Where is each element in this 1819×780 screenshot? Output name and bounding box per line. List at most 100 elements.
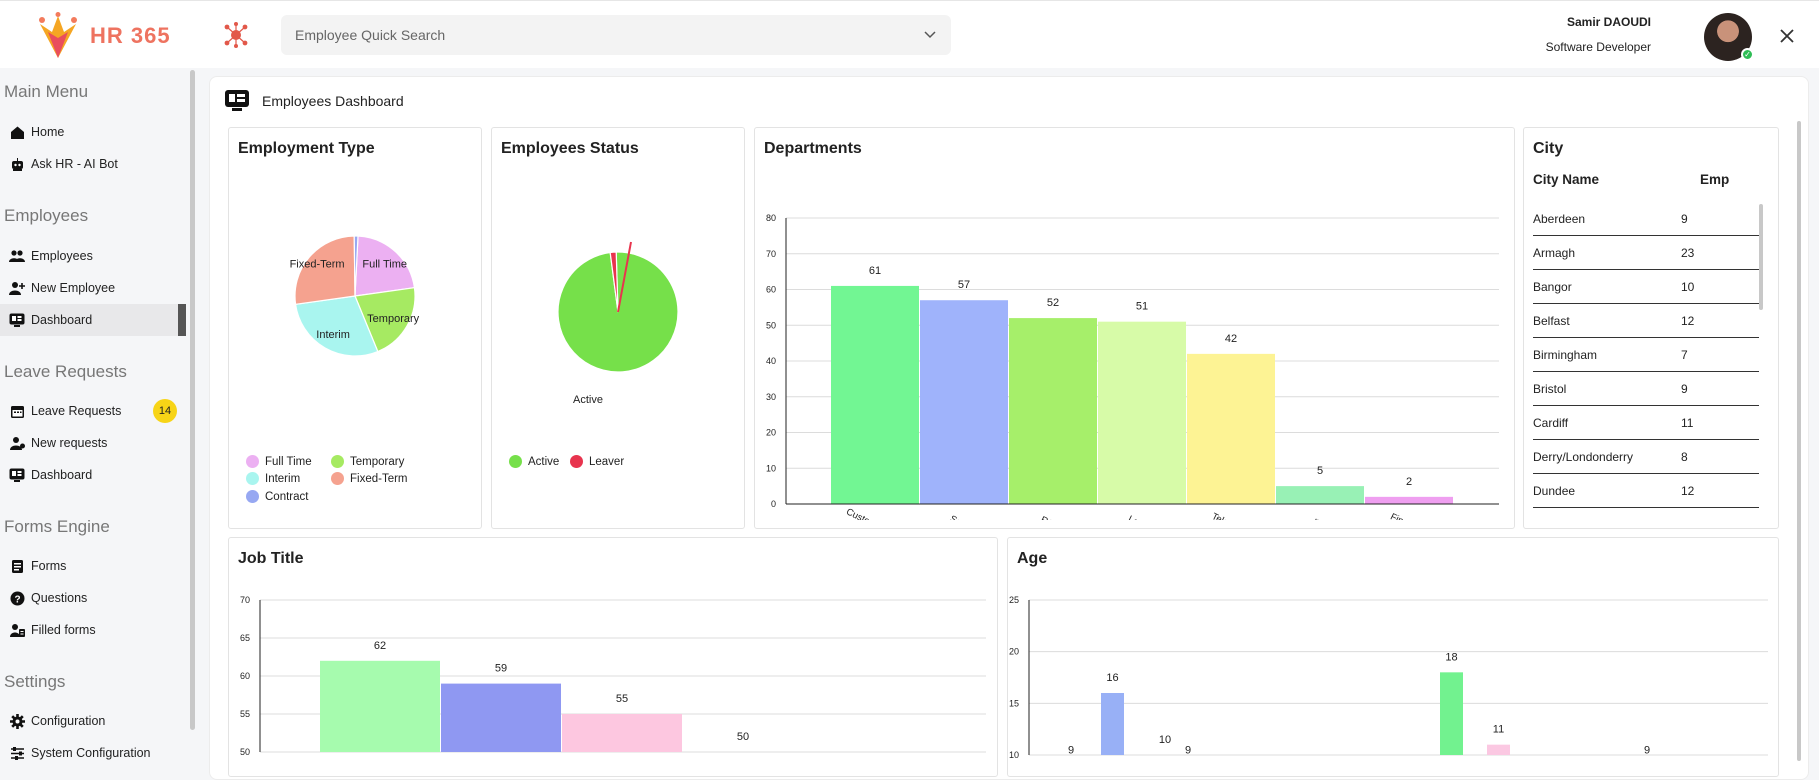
pie-slice-temporary[interactable]: [354, 287, 416, 353]
table-row[interactable]: Cardiff 11: [1533, 406, 1759, 440]
employee-quick-search[interactable]: [281, 15, 951, 55]
table-row[interactable]: Armagh 23: [1533, 236, 1759, 270]
table-row[interactable]: Bristol 9: [1533, 372, 1759, 406]
y-tick-label: 15: [1009, 698, 1019, 708]
departments-bar-chart: 0 10 20 30 40 50 60 70 80 61 Customers ... 57 Sales 5…: [766, 213, 1499, 520]
bar[interactable]: [320, 660, 440, 752]
sidebar-item-label: Forms: [31, 559, 67, 573]
employment-type-legend: Full Time Temporary Interim Fixed-Term C…: [246, 455, 476, 515]
emp-column-header[interactable]: Emp: [1700, 172, 1730, 187]
city-emp-cell: 12: [1681, 484, 1695, 498]
sidebar-item-configuration[interactable]: Configuration: [0, 705, 186, 737]
y-tick-label: 20: [1009, 647, 1019, 657]
close-icon[interactable]: [1776, 25, 1798, 47]
sidebar-item-label: Home: [31, 125, 65, 139]
legend-item-temporary[interactable]: Temporary: [331, 455, 404, 468]
legend-label: Interim: [265, 472, 301, 485]
sidebar-item-employees[interactable]: Employees: [0, 240, 186, 272]
bar[interactable]: [1101, 693, 1124, 755]
bar[interactable]: [562, 714, 682, 752]
bar[interactable]: [1365, 496, 1453, 504]
bar[interactable]: [1487, 744, 1510, 755]
dashboard-icon: [9, 467, 25, 483]
y-tick-label: 20: [766, 428, 776, 438]
y-tick-label: 50: [766, 320, 776, 330]
sidebar-item-label: New requests: [31, 436, 108, 450]
bar[interactable]: [920, 300, 1008, 504]
bar[interactable]: [441, 683, 561, 752]
bar[interactable]: [1009, 318, 1097, 504]
sidebar-item-ask-hr-bot[interactable]: Ask HR - AI Bot: [0, 148, 186, 180]
pie-slice-leaver[interactable]: [609, 251, 619, 313]
table-row[interactable]: Dundee 12: [1533, 474, 1759, 508]
table-row[interactable]: Bangor 10: [1533, 270, 1759, 304]
network-hub-icon[interactable]: [222, 21, 250, 49]
users-icon: [9, 248, 25, 264]
y-tick-label: 80: [766, 213, 776, 223]
page-title: Employees Dashboard: [224, 89, 404, 113]
legend-item-leaver[interactable]: Leaver: [570, 455, 624, 468]
table-row[interactable]: Birmingham 7: [1533, 338, 1759, 372]
card-title: Employment Type: [238, 140, 375, 157]
legend-item-fixed-term[interactable]: Fixed-Term: [331, 472, 408, 485]
sidebar-item-leave-dashboard[interactable]: Dashboard: [0, 459, 186, 491]
bar[interactable]: [831, 285, 919, 504]
sidebar-item-leave-requests[interactable]: Leave Requests 14: [0, 395, 186, 427]
chevron-down-icon[interactable]: [923, 28, 937, 42]
y-tick-label: 25: [1009, 595, 1019, 605]
pie-slice-label: Fixed-Term: [290, 258, 345, 270]
main-scrollbar[interactable]: [1797, 121, 1801, 761]
legend-item-contract[interactable]: Contract: [246, 490, 308, 503]
table-row[interactable]: Derry/Londonderry 8: [1533, 440, 1759, 474]
table-row[interactable]: Aberdeen 9: [1533, 202, 1759, 236]
city-card: City City Name Emp Aberdeen 9 Armagh 23 Bang…: [1523, 127, 1779, 529]
table-row[interactable]: Belfast 12: [1533, 304, 1759, 338]
section-leave-requests: Leave Requests: [4, 362, 127, 381]
section-employees: Employees: [4, 206, 89, 225]
city-name-cell: Armagh: [1533, 246, 1576, 260]
sidebar-item-questions[interactable]: ? Questions: [0, 582, 186, 614]
bar-value-label: 61: [869, 265, 881, 277]
bar[interactable]: [1440, 672, 1463, 755]
bar[interactable]: [1098, 321, 1186, 504]
y-tick-label: 50: [240, 747, 250, 757]
age-bar-chart: 10 15 20 25 9 16 10 9 18 11 9: [1009, 595, 1768, 760]
city-table-scrollbar[interactable]: [1759, 204, 1763, 310]
sidebar-item-forms[interactable]: Forms: [0, 550, 186, 582]
pie-slice-interim[interactable]: [294, 295, 379, 357]
card-title: Job Title: [238, 550, 304, 567]
section-main-menu: Main Menu: [4, 82, 89, 101]
app-header: HR 365 Samir DAOUDI Software Developer ✓: [0, 0, 1819, 68]
app-logo[interactable]: HR 365: [34, 11, 174, 61]
x-tick-label: Sales: [948, 514, 974, 520]
sidebar-item-employees-dashboard[interactable]: Dashboard: [0, 304, 186, 336]
departments-card: Departments 0 10 20 30 40 50 60 70 80 61 Customers…: [754, 127, 1515, 529]
sidebar-item-new-employee[interactable]: New Employee: [0, 272, 186, 304]
bar[interactable]: [1187, 353, 1275, 504]
legend-item-interim[interactable]: Interim: [246, 472, 300, 485]
bar-value-label: 51: [1136, 301, 1148, 313]
employees-status-legend: Active Leaver: [509, 455, 739, 475]
pie-slice-fixed-term[interactable]: [294, 235, 356, 305]
search-input[interactable]: [295, 27, 923, 43]
sidebar-item-label: System Configuration: [31, 746, 151, 760]
sidebar-item-system-configuration[interactable]: System Configuration: [0, 737, 186, 769]
sidebar-item-filled-forms[interactable]: Filled forms: [0, 614, 186, 646]
sidebar-item-label: Questions: [31, 591, 88, 605]
legend-label: Contract: [265, 490, 309, 503]
sidebar-item-new-requests[interactable]: New requests: [0, 427, 186, 459]
pie-slice-full-time[interactable]: [354, 235, 416, 297]
city-emp-cell: 9: [1681, 382, 1688, 396]
y-tick-label: 10: [766, 463, 776, 473]
pie-slice-contract[interactable]: [353, 235, 359, 297]
bar-value-label: 42: [1225, 333, 1237, 345]
city-name-column-header[interactable]: City Name: [1533, 172, 1600, 187]
sidebar-scrollbar[interactable]: [190, 70, 195, 730]
bar[interactable]: [1276, 486, 1364, 504]
legend-item-full-time[interactable]: Full Time: [246, 455, 312, 468]
sidebar-item-home[interactable]: Home: [0, 116, 186, 148]
city-name-cell: Aberdeen: [1533, 212, 1586, 226]
logo-text: HR 365: [90, 23, 171, 48]
legend-item-active[interactable]: Active: [509, 455, 559, 468]
legend-label: Active: [528, 455, 560, 468]
